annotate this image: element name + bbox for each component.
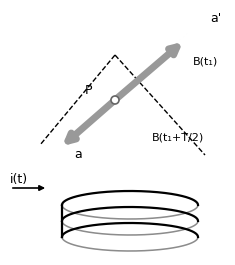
Text: i(t): i(t) bbox=[10, 174, 28, 187]
Circle shape bbox=[111, 96, 119, 104]
Text: a': a' bbox=[210, 12, 221, 25]
Text: B(t₁+T/2): B(t₁+T/2) bbox=[152, 133, 204, 143]
Text: a: a bbox=[74, 148, 82, 161]
Text: B(t₁): B(t₁) bbox=[193, 57, 218, 67]
Text: P: P bbox=[84, 83, 92, 96]
